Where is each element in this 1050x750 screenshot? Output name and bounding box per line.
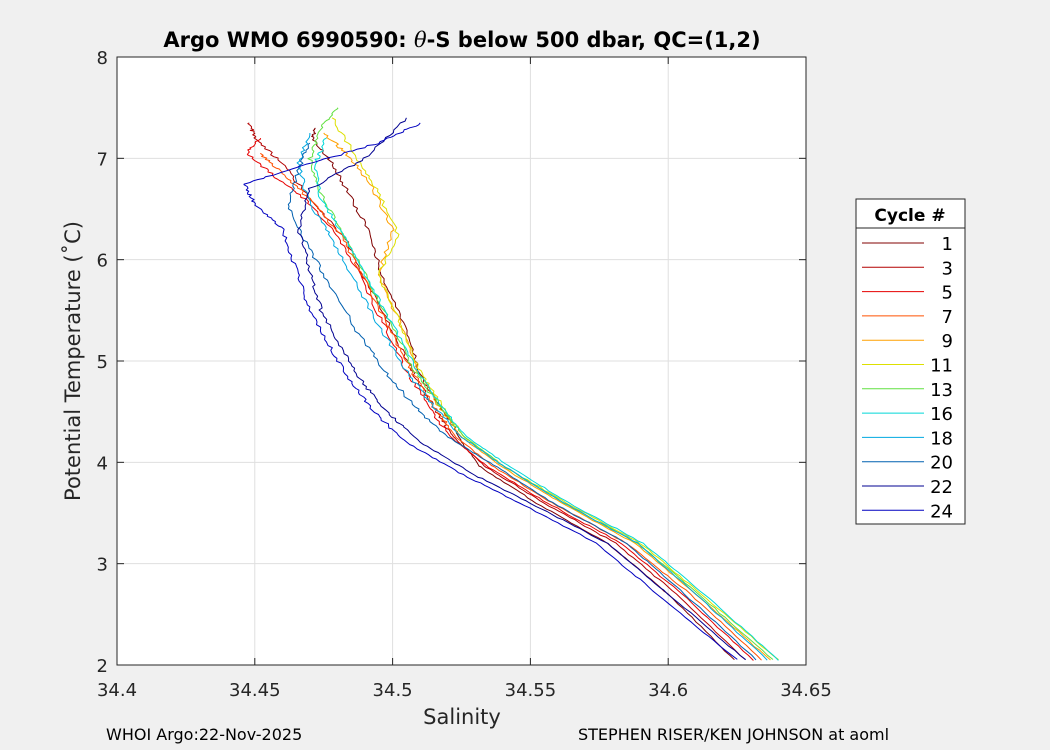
legend-label-cycle-13: 13 [930, 380, 953, 401]
y-tick-label: 8 [97, 48, 108, 69]
series-line-cycle-3 [247, 122, 746, 660]
legend-label-cycle-24: 24 [930, 501, 953, 522]
axis-ticks: 34.4 34.45 34.5 34.55 34.6 34.65 2 3 4 5 6 7 8 [97, 48, 832, 701]
series-line-cycle-7 [260, 152, 762, 661]
series-line-cycle-16 [314, 137, 779, 661]
legend-label-cycle-20: 20 [930, 453, 953, 474]
grid-lines [116, 56, 807, 666]
x-tick-label: 34.5 [373, 680, 413, 701]
x-tick-label: 34.55 [505, 680, 557, 701]
legend-label-cycle-5: 5 [942, 283, 953, 304]
series-line-cycle-5 [246, 137, 754, 661]
x-tick-label: 34.65 [780, 680, 832, 701]
legend-label-cycle-9: 9 [942, 331, 953, 352]
y-tick-label: 2 [97, 656, 108, 677]
footer-left-credit: WHOI Argo:22-Nov-2025 [106, 725, 303, 744]
chart-title: Argo WMO 6990590: θ-S below 500 dbar, QC… [163, 28, 760, 52]
y-tick-label: 6 [97, 251, 108, 272]
legend-label-cycle-22: 22 [930, 477, 953, 498]
legend-label-cycle-18: 18 [930, 428, 953, 449]
series-line-cycle-13 [307, 107, 774, 660]
series-group [243, 107, 779, 661]
legend-label-cycle-1: 1 [942, 234, 953, 255]
legend-title: Cycle # [874, 206, 945, 226]
legend-label-cycle-11: 11 [930, 356, 953, 377]
series-line-cycle-22 [297, 117, 747, 661]
legend-box [855, 198, 966, 525]
series-line-cycle-18 [296, 132, 768, 661]
legend-label-cycle-16: 16 [930, 404, 953, 425]
series-line-cycle-20 [287, 142, 757, 661]
y-axis-label: Potential Temperature (˚C) [61, 221, 85, 501]
y-tick-label: 7 [97, 149, 108, 170]
series-line-cycle-11 [331, 117, 779, 661]
series-line-cycle-24 [243, 122, 738, 660]
y-tick-label: 3 [97, 555, 108, 576]
x-axis-label: Salinity [423, 705, 501, 729]
legend-label-cycle-3: 3 [942, 258, 953, 279]
x-tick-label: 34.6 [648, 680, 688, 701]
x-tick-label: 34.45 [229, 680, 281, 701]
y-tick-label: 5 [97, 352, 108, 373]
x-tick-label: 34.4 [97, 680, 137, 701]
legend-label-cycle-7: 7 [942, 307, 953, 328]
footer-right-credit: STEPHEN RISER/KEN JOHNSON at aoml [578, 725, 890, 744]
y-tick-label: 4 [97, 453, 108, 474]
